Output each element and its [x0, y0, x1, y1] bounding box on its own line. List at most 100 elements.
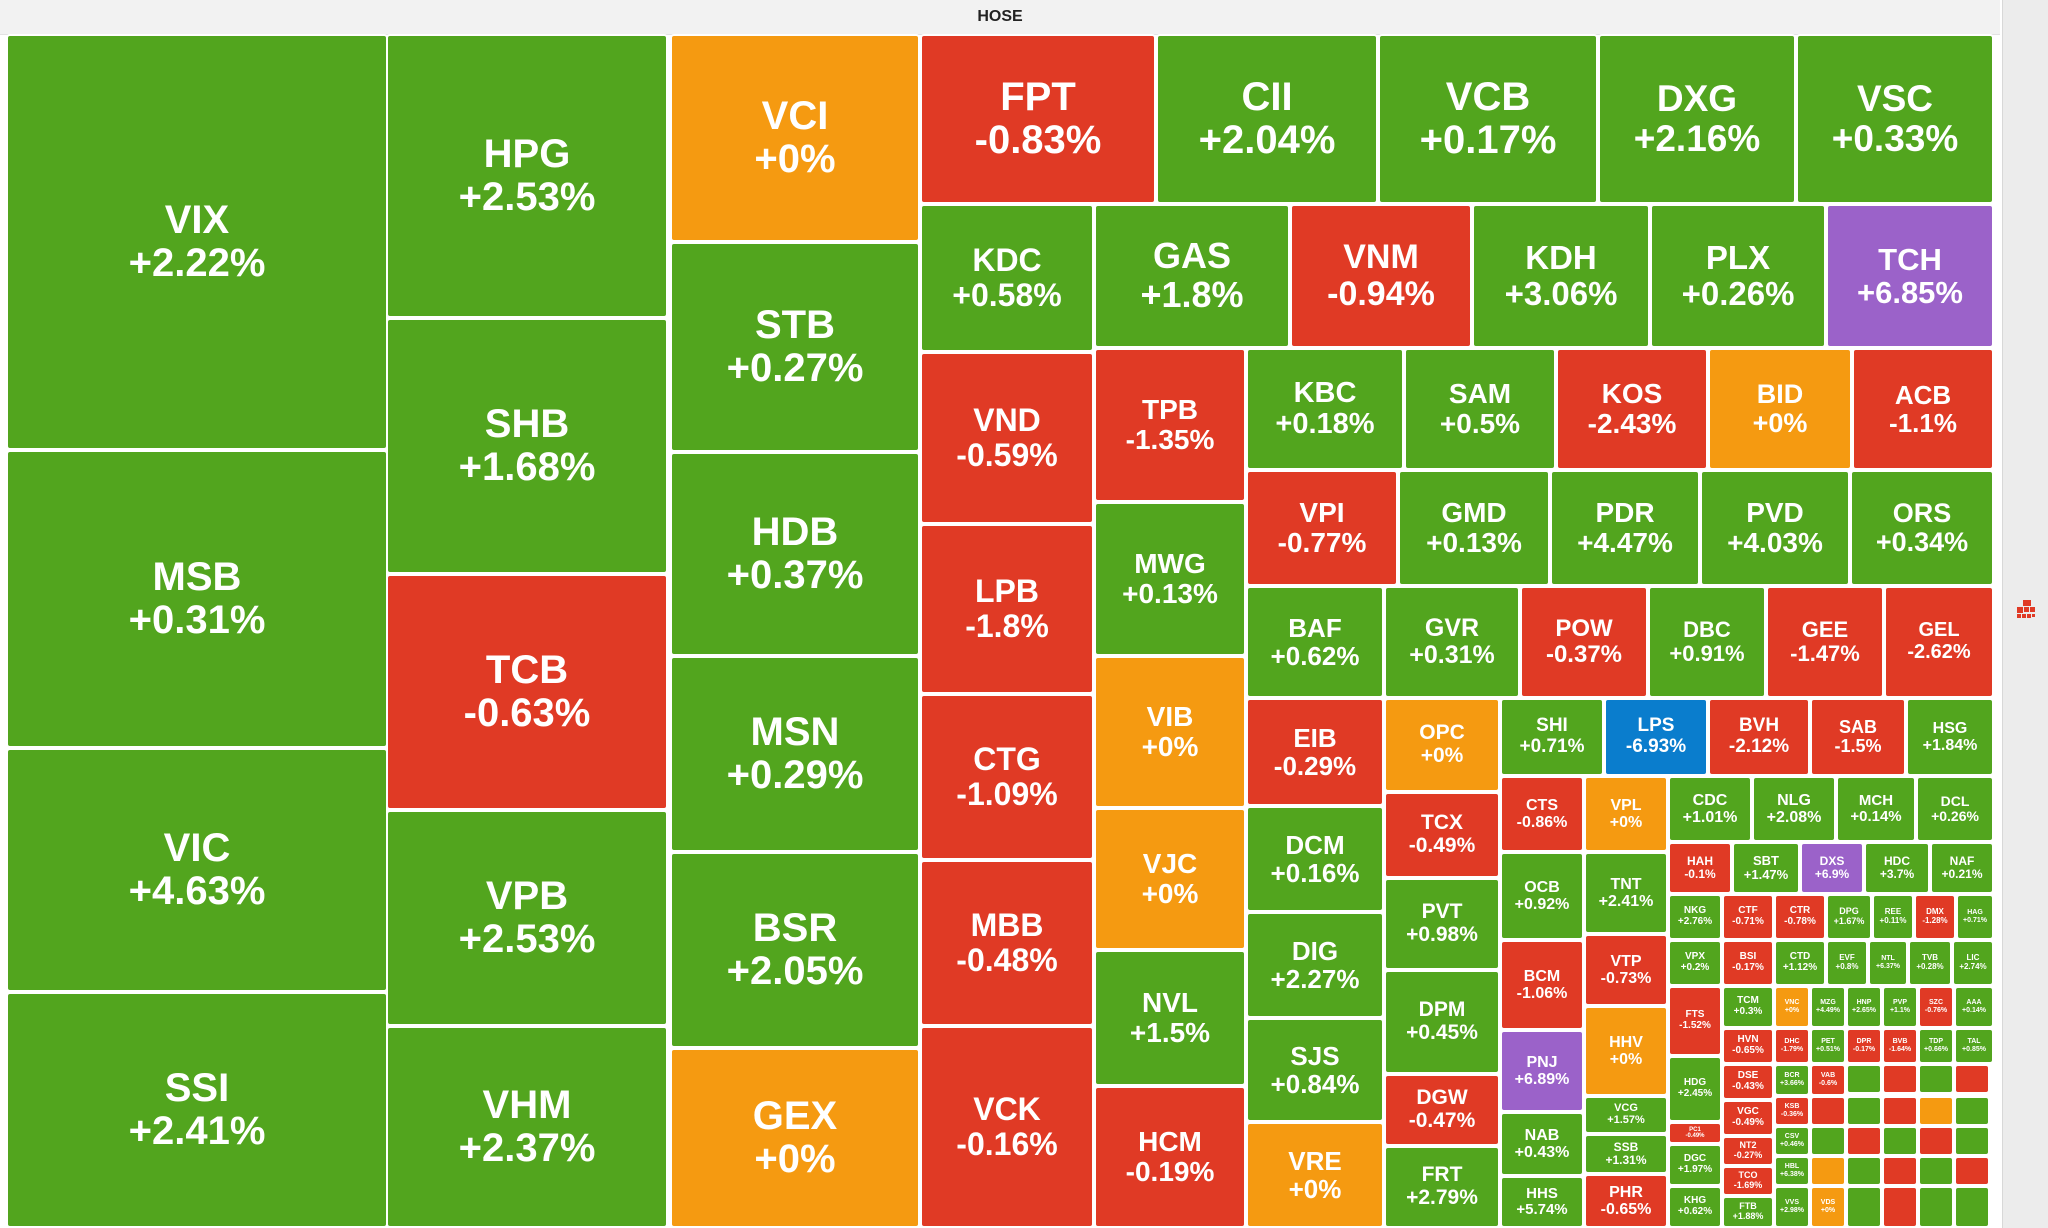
- tile-vci[interactable]: VCI +0%: [670, 34, 920, 242]
- tile-vgc[interactable]: VGC -0.49%: [1722, 1100, 1774, 1136]
- tile-aaa[interactable]: AAA +0.14%: [1954, 986, 1994, 1028]
- tile-bcm[interactable]: BCM -1.06%: [1500, 940, 1584, 1030]
- tile-hdc[interactable]: HDC +3.7%: [1864, 842, 1930, 894]
- tile-kdc[interactable]: KDC +0.58%: [920, 204, 1094, 352]
- tile-bsi[interactable]: BSI -0.17%: [1722, 940, 1774, 986]
- tile-vix[interactable]: VIX +2.22%: [6, 34, 388, 450]
- tile-stb[interactable]: STB +0.27%: [670, 242, 920, 452]
- tile-msb[interactable]: MSB +0.31%: [6, 450, 388, 748]
- mini-tile[interactable]: [1882, 1126, 1918, 1156]
- tile-ree[interactable]: REE +0.11%: [1872, 894, 1914, 940]
- tile-vnm[interactable]: VNM -0.94%: [1290, 204, 1472, 348]
- tile-hnp[interactable]: HNP +2.65%: [1846, 986, 1882, 1028]
- tile-hvn[interactable]: HVN -0.65%: [1722, 1028, 1774, 1064]
- tile-ksb[interactable]: KSB -0.36%: [1774, 1096, 1810, 1126]
- tile-dpr[interactable]: DPR -0.17%: [1846, 1028, 1882, 1064]
- tile-vic[interactable]: VIC +4.63%: [6, 748, 388, 992]
- tile-hdg[interactable]: HDG +2.45%: [1668, 1056, 1722, 1122]
- tile-hdb[interactable]: HDB +0.37%: [670, 452, 920, 656]
- tile-lps[interactable]: LPS -6.93%: [1604, 698, 1708, 776]
- tile-vck[interactable]: VCK -0.16%: [920, 1026, 1094, 1228]
- tile-mwg[interactable]: MWG +0.13%: [1094, 502, 1246, 656]
- tile-dxg[interactable]: DXG +2.16%: [1598, 34, 1796, 204]
- tile-sam[interactable]: SAM +0.5%: [1404, 348, 1556, 470]
- tile-ctr[interactable]: CTR -0.78%: [1774, 894, 1826, 940]
- tile-hcm[interactable]: HCM -0.19%: [1094, 1086, 1246, 1228]
- tile-bid[interactable]: BID +0%: [1708, 348, 1852, 470]
- mini-tile[interactable]: [1954, 1156, 1990, 1186]
- tile-vnc[interactable]: VNC +0%: [1774, 986, 1810, 1028]
- tile-hhs[interactable]: HHS +5.74%: [1500, 1176, 1584, 1228]
- tile-lpb[interactable]: LPB -1.8%: [920, 524, 1094, 694]
- tile-phr[interactable]: PHR -0.65%: [1584, 1174, 1668, 1228]
- side-rail[interactable]: [2002, 0, 2048, 1228]
- tile-gee[interactable]: GEE -1.47%: [1766, 586, 1884, 698]
- tile-gas[interactable]: GAS +1.8%: [1094, 204, 1290, 348]
- tile-tnt[interactable]: TNT +2.41%: [1584, 852, 1668, 934]
- tile-tal[interactable]: TAL +0.85%: [1954, 1028, 1994, 1064]
- tile-vhm[interactable]: VHM +2.37%: [386, 1026, 668, 1228]
- tile-gel[interactable]: GEL -2.62%: [1884, 586, 1994, 698]
- mini-tile[interactable]: [1954, 1096, 1990, 1126]
- tile-hbl[interactable]: HBL +6.38%: [1774, 1156, 1810, 1186]
- tile-vds[interactable]: VDS +0%: [1810, 1186, 1846, 1228]
- tile-khg[interactable]: KHG +0.62%: [1668, 1186, 1722, 1228]
- tile-bcr[interactable]: BCR +3.66%: [1774, 1064, 1810, 1096]
- tile-vpi[interactable]: VPI -0.77%: [1246, 470, 1398, 586]
- tile-dse[interactable]: DSE -0.43%: [1722, 1064, 1774, 1100]
- tile-ctg[interactable]: CTG -1.09%: [920, 694, 1094, 860]
- tile-dgw[interactable]: DGW -0.47%: [1384, 1074, 1500, 1146]
- tile-kos[interactable]: KOS -2.43%: [1556, 348, 1708, 470]
- treemap-grid-icon[interactable]: [2015, 598, 2037, 620]
- tile-dpm[interactable]: DPM +0.45%: [1384, 970, 1500, 1074]
- tile-bvb[interactable]: BVB -1.64%: [1882, 1028, 1918, 1064]
- tile-kbc[interactable]: KBC +0.18%: [1246, 348, 1404, 470]
- mini-tile[interactable]: [1882, 1096, 1918, 1126]
- tile-cts[interactable]: CTS -0.86%: [1500, 776, 1584, 852]
- mini-tile[interactable]: [1954, 1064, 1990, 1094]
- tile-tvb[interactable]: TVB +0.28%: [1908, 940, 1952, 986]
- tile-bvh[interactable]: BVH -2.12%: [1708, 698, 1810, 776]
- tile-ocb[interactable]: OCB +0.92%: [1500, 852, 1584, 940]
- tile-vtp[interactable]: VTP -0.73%: [1584, 934, 1668, 1006]
- tile-pnj[interactable]: PNJ +6.89%: [1500, 1030, 1584, 1112]
- tile-dig[interactable]: DIG +2.27%: [1246, 912, 1384, 1018]
- tile-mbb[interactable]: MBB -0.48%: [920, 860, 1094, 1026]
- tile-nt2[interactable]: NT2 -0.27%: [1722, 1136, 1774, 1166]
- tile-dpg[interactable]: DPG +1.67%: [1826, 894, 1872, 940]
- tile-cdc[interactable]: CDC +1.01%: [1668, 776, 1752, 842]
- tile-shb[interactable]: SHB +1.68%: [386, 318, 668, 574]
- tile-pow[interactable]: POW -0.37%: [1520, 586, 1648, 698]
- tile-msn[interactable]: MSN +0.29%: [670, 656, 920, 852]
- mini-tile[interactable]: [1810, 1156, 1846, 1186]
- mini-tile[interactable]: [1846, 1064, 1882, 1094]
- tile-tpb[interactable]: TPB -1.35%: [1094, 348, 1246, 502]
- tile-nvl[interactable]: NVL +1.5%: [1094, 950, 1246, 1086]
- tile-mzg[interactable]: MZG +4.49%: [1810, 986, 1846, 1028]
- tile-hsg[interactable]: HSG +1.84%: [1906, 698, 1994, 776]
- tile-dgc[interactable]: DGC +1.97%: [1668, 1144, 1722, 1186]
- tile-frt[interactable]: FRT +2.79%: [1384, 1146, 1500, 1228]
- tile-vnd[interactable]: VND -0.59%: [920, 352, 1094, 524]
- tile-tcb[interactable]: TCB -0.63%: [386, 574, 668, 810]
- tile-sab[interactable]: SAB -1.5%: [1810, 698, 1906, 776]
- mini-tile[interactable]: [1918, 1156, 1954, 1186]
- tile-vab[interactable]: VAB -0.6%: [1810, 1064, 1846, 1096]
- tile-fts[interactable]: FTS -1.52%: [1668, 986, 1722, 1056]
- tile-hah[interactable]: HAH -0.1%: [1668, 842, 1732, 894]
- mini-tile[interactable]: [1954, 1186, 1990, 1228]
- tile-vpl[interactable]: VPL +0%: [1584, 776, 1668, 852]
- tile-sjs[interactable]: SJS +0.84%: [1246, 1018, 1384, 1122]
- tile-tcm[interactable]: TCM +0.3%: [1722, 986, 1774, 1028]
- tile-gex[interactable]: GEX +0%: [670, 1048, 920, 1228]
- tile-bsr[interactable]: BSR +2.05%: [670, 852, 920, 1048]
- tile-mch[interactable]: MCH +0.14%: [1836, 776, 1916, 842]
- tile-ctf[interactable]: CTF -0.71%: [1722, 894, 1774, 940]
- tile-pet[interactable]: PET +0.51%: [1810, 1028, 1846, 1064]
- mini-tile[interactable]: [1918, 1186, 1954, 1228]
- tile-pvp[interactable]: PVP +1.1%: [1882, 986, 1918, 1028]
- tile-dmx[interactable]: DMX -1.28%: [1914, 894, 1956, 940]
- tile-pvd[interactable]: PVD +4.03%: [1700, 470, 1850, 586]
- mini-tile[interactable]: [1846, 1126, 1882, 1156]
- tile-ors[interactable]: ORS +0.34%: [1850, 470, 1994, 586]
